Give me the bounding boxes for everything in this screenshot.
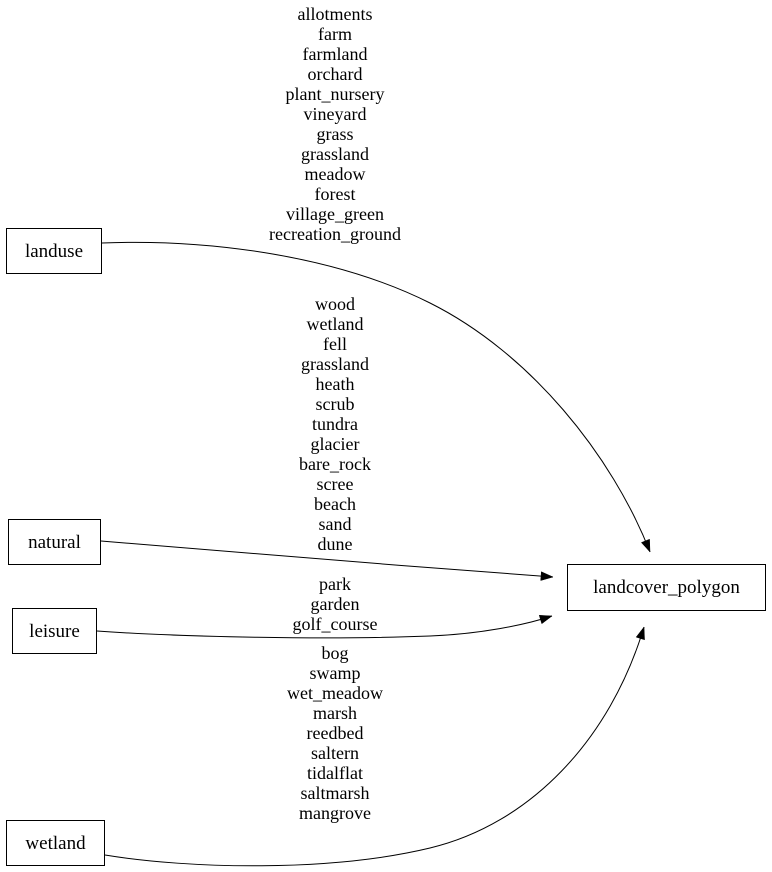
edge-arrowhead-icon [640, 538, 651, 553]
edge-label-value: sand [318, 514, 352, 534]
edge-label-value: dune [317, 534, 353, 554]
edge-label-value: recreation_ground [269, 224, 401, 244]
edge-label-value: village_green [286, 204, 384, 224]
edge-label-group-natural-values: wood wetland fell grassland heath scrub tundra… [299, 294, 371, 554]
edge-label-value: wood [315, 294, 355, 314]
edge-label-value: scrub [315, 394, 355, 414]
edge-label-group-landuse-values: allotments farm farmland orchard plant_nurse… [269, 4, 401, 244]
edge-label-value: vineyard [303, 104, 367, 124]
edge-label-value: saltmarsh [300, 783, 370, 803]
edge-label-value: heath [315, 374, 355, 394]
edge-label-value: tidalflat [307, 763, 363, 783]
edge-label-value: forest [314, 184, 356, 204]
edge-line [101, 241, 651, 553]
edge-label-value: grass [316, 124, 354, 144]
node-label: natural [28, 531, 81, 553]
node-wetland[interactable]: wetland [6, 820, 105, 866]
edge-label-value: grassland [301, 354, 369, 374]
node-landuse[interactable]: landuse [6, 228, 102, 274]
node-label: wetland [25, 832, 86, 854]
edge-label-value: farmland [302, 44, 368, 64]
node-label: landuse [24, 240, 84, 262]
node-label: leisure [29, 620, 80, 642]
edge-label-value: beach [314, 494, 356, 514]
edge-label-value: golf_course [292, 614, 378, 634]
edge-label-value: orchard [307, 64, 363, 84]
edge-label-value: fell [323, 334, 347, 354]
edge-label-value: plant_nursery [285, 84, 385, 104]
edge-label-value: tundra [312, 414, 358, 434]
node-natural[interactable]: natural [8, 519, 101, 565]
edge-label-value: saltern [311, 743, 359, 763]
edge-label-value: wet_meadow [287, 683, 383, 703]
edge-arrowhead-icon [540, 571, 554, 581]
edge-arrowhead-icon [538, 615, 553, 625]
edge-label-group-leisure-values: park garden golf_course [293, 574, 378, 634]
edge-label-value: bog [321, 643, 349, 663]
edge-label-value: reedbed [306, 723, 364, 743]
edge-label-value: park [319, 574, 351, 594]
edge-label-value: mangrove [299, 803, 371, 823]
edge-label-value: meadow [304, 164, 366, 184]
node-label: landcover_polygon [593, 577, 740, 598]
edge-landuse-to-landcover_polygon [101, 241, 651, 553]
node-landcover_polygon[interactable]: landcover_polygon [567, 564, 766, 611]
edge-label-value: swamp [309, 663, 361, 683]
edge-label-value: grassland [301, 144, 369, 164]
edge-label-value: garden [310, 594, 360, 614]
node-leisure[interactable]: leisure [12, 608, 97, 654]
edge-label-value: farm [318, 24, 352, 44]
edge-arrowhead-icon [635, 626, 645, 641]
edge-label-value: wetland [306, 314, 364, 334]
edge-label-value: scree [316, 474, 354, 494]
edge-label-value: marsh [313, 703, 357, 723]
edge-label-group-wetland-values: bog swamp wet_meadow marsh reedbed saltern tid… [287, 643, 383, 823]
edge-label-value: glacier [310, 434, 360, 454]
edge-label-value: allotments [297, 4, 373, 24]
edge-label-value: bare_rock [299, 454, 371, 474]
